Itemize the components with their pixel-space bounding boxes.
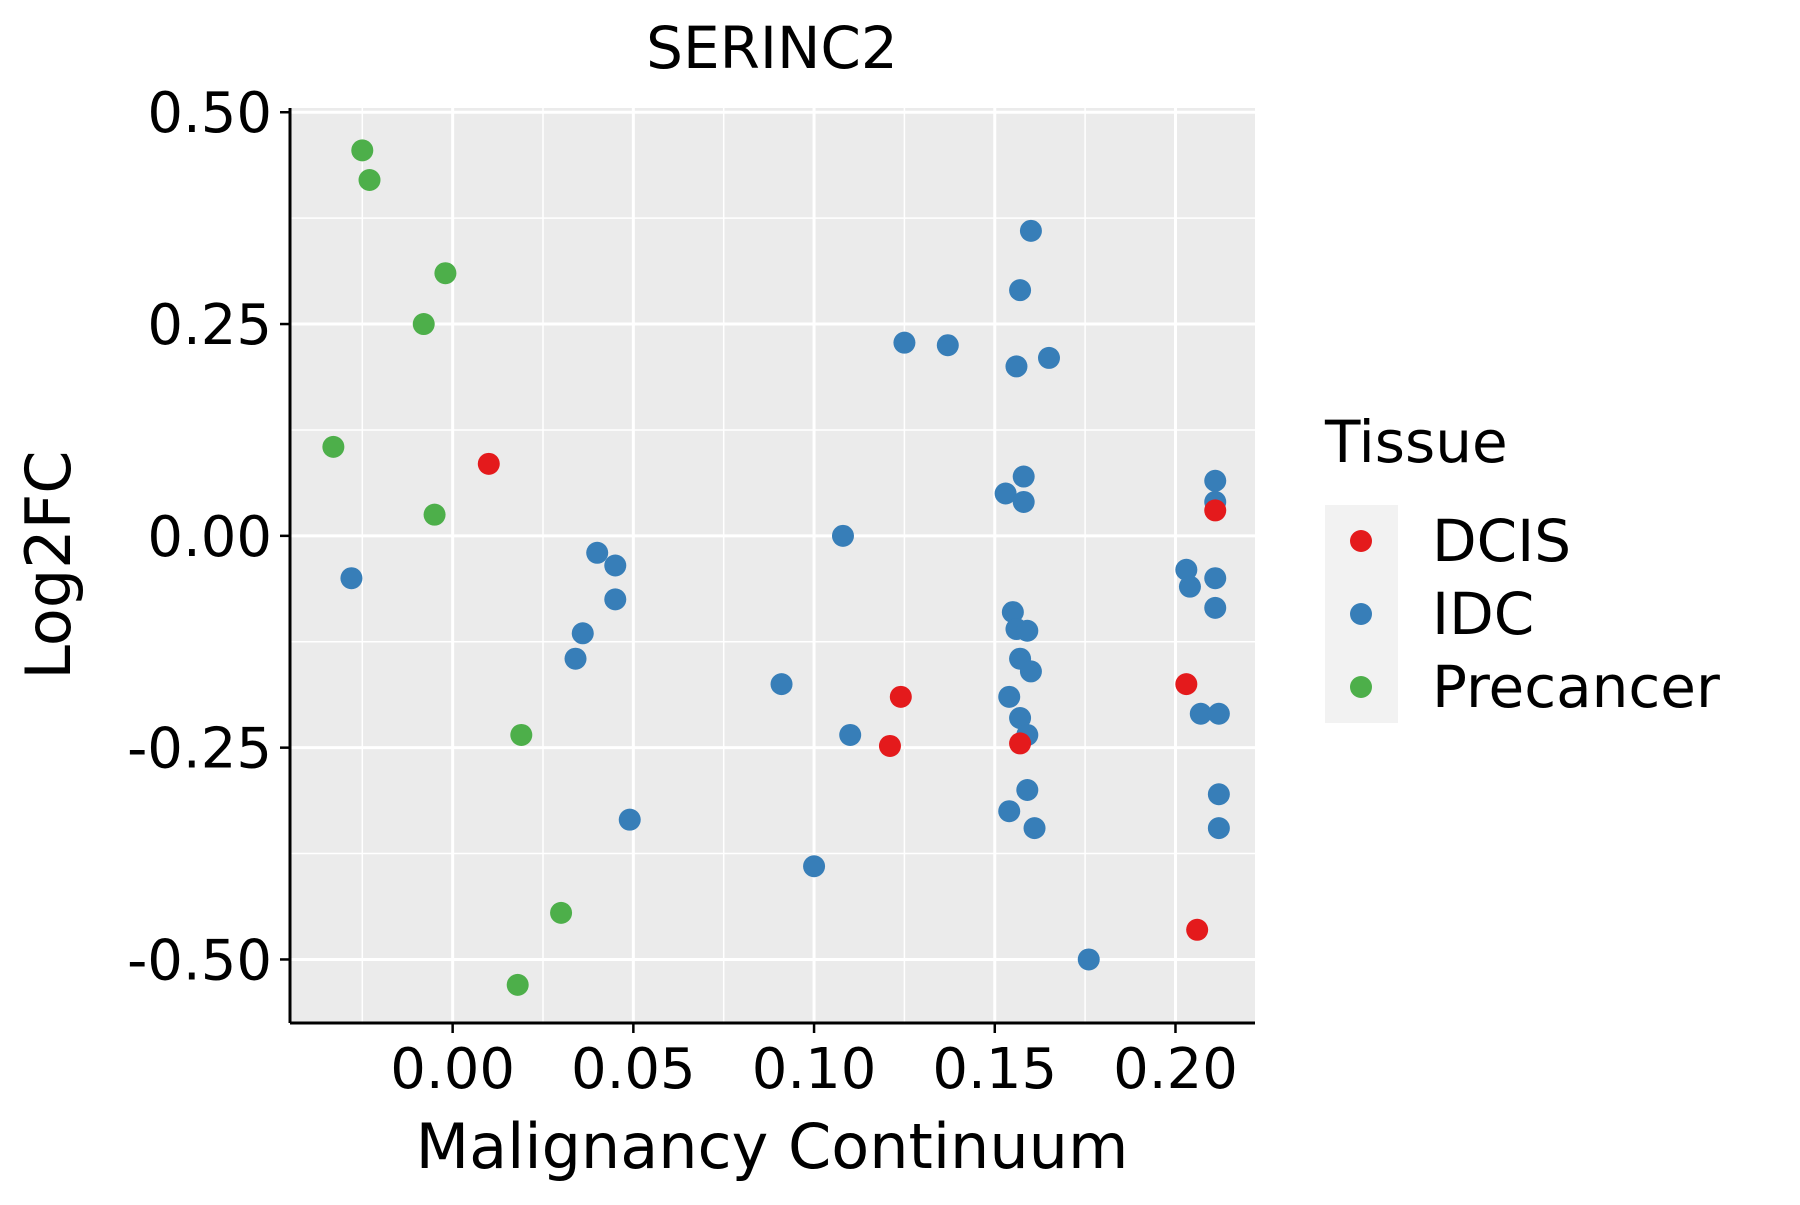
plot-panel <box>290 108 1255 1023</box>
data-point-dcis <box>1175 673 1198 696</box>
data-point-idc <box>1175 558 1198 581</box>
data-point-idc <box>839 723 862 746</box>
data-point-idc <box>1012 490 1035 513</box>
legend-key-idc <box>1350 603 1372 625</box>
data-point-precancer <box>550 901 573 924</box>
data-point-idc <box>1204 596 1227 619</box>
x-axis-label: Malignancy Continuum <box>416 1110 1129 1183</box>
data-point-idc <box>1207 817 1230 840</box>
y-tick-label: 0.50 <box>147 81 272 146</box>
data-point-precancer <box>351 139 374 162</box>
data-point-idc <box>1204 469 1227 492</box>
data-point-idc <box>571 622 594 645</box>
data-point-idc <box>1019 660 1042 683</box>
chart-title: SERINC2 <box>646 14 898 82</box>
x-axis-ticks: 0.00 0.05 0.10 0.15 0.20 <box>390 1023 1238 1102</box>
data-point-precancer <box>358 169 381 192</box>
y-tick-label: 0.25 <box>147 293 272 358</box>
data-point-idc <box>770 673 793 696</box>
data-point-dcis <box>1204 499 1227 522</box>
data-point-idc <box>1037 346 1060 369</box>
series-precancer <box>322 139 573 996</box>
data-point-idc <box>1009 279 1032 302</box>
x-tick-label: 0.15 <box>932 1037 1057 1102</box>
data-point-idc <box>604 554 627 577</box>
data-point-precancer <box>506 973 529 996</box>
data-point-idc <box>1016 619 1039 642</box>
data-point-idc <box>1005 355 1028 378</box>
y-tick-label: -0.25 <box>127 717 272 782</box>
data-point-dcis <box>878 734 901 757</box>
legend-key-dcis <box>1350 530 1372 552</box>
legend-title: Tissue <box>1324 408 1508 476</box>
data-point-idc <box>1189 702 1212 725</box>
data-point-precancer <box>510 723 533 746</box>
x-tick-label: 0.05 <box>571 1037 696 1102</box>
data-point-idc <box>893 331 916 354</box>
data-point-idc <box>1009 707 1032 729</box>
data-point-precancer <box>322 435 345 458</box>
data-point-idc <box>1001 601 1024 624</box>
x-tick-label: 0.00 <box>390 1037 515 1102</box>
data-point-idc <box>564 647 587 670</box>
data-point-dcis <box>889 685 912 708</box>
data-point-idc <box>1178 575 1201 598</box>
data-point-idc <box>831 524 854 547</box>
data-points <box>322 139 1230 996</box>
legend-label-idc: IDC <box>1432 580 1534 648</box>
data-point-idc <box>998 685 1021 708</box>
legend-key-precancer <box>1350 676 1372 698</box>
data-point-idc <box>994 482 1017 505</box>
data-point-idc <box>1012 465 1035 488</box>
y-axis-label: Log2FC <box>12 450 85 679</box>
data-point-idc <box>1207 783 1230 806</box>
data-point-idc <box>936 334 959 357</box>
legend-label-dcis: DCIS <box>1432 507 1571 575</box>
data-point-idc <box>340 567 363 590</box>
series-idc <box>340 219 1230 971</box>
x-tick-label: 0.20 <box>1113 1037 1238 1102</box>
grid-lines <box>290 108 1255 1023</box>
data-point-idc <box>1023 817 1046 840</box>
data-point-precancer <box>412 313 435 336</box>
x-tick-label: 0.10 <box>752 1037 877 1102</box>
data-point-precancer <box>423 503 446 526</box>
data-point-idc <box>1019 219 1042 242</box>
data-point-dcis <box>1009 732 1032 755</box>
data-point-idc <box>1016 779 1039 802</box>
data-point-idc <box>1077 948 1100 971</box>
data-point-idc <box>803 855 826 878</box>
data-point-idc <box>586 541 609 564</box>
series-dcis <box>477 452 1227 941</box>
data-point-idc <box>604 588 627 611</box>
data-point-idc <box>998 800 1021 823</box>
data-point-idc <box>1207 702 1230 725</box>
data-point-precancer <box>434 262 457 285</box>
data-point-idc <box>1204 567 1227 590</box>
y-tick-label: 0.00 <box>147 505 272 570</box>
y-axis-ticks: 0.50 0.25 0.00 -0.25 -0.50 <box>127 81 290 993</box>
data-point-dcis <box>1186 918 1209 941</box>
y-tick-label: -0.50 <box>127 928 272 993</box>
data-point-idc <box>618 808 641 831</box>
data-point-dcis <box>477 452 500 475</box>
legend-label-precancer: Precancer <box>1432 653 1720 721</box>
